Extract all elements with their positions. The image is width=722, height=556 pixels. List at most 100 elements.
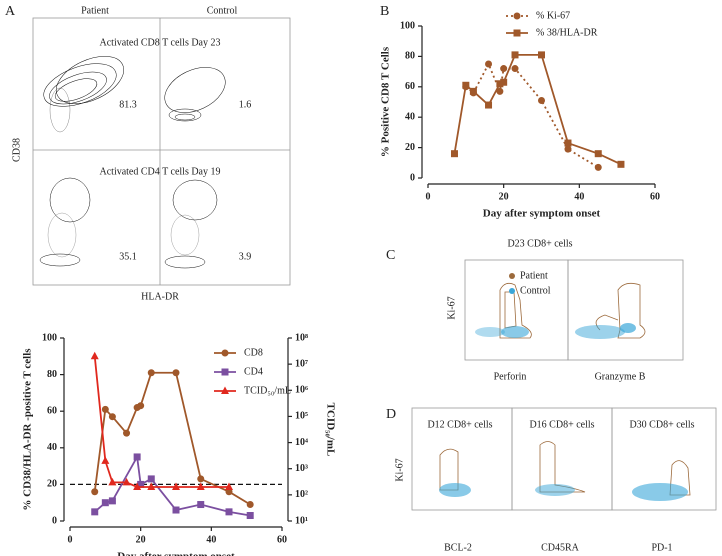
- marker: [172, 482, 180, 490]
- y-tick-label: 100: [400, 20, 415, 31]
- frame: [464, 259, 569, 361]
- marker: [564, 139, 572, 147]
- series-line: [93, 356, 229, 488]
- frame: [567, 259, 684, 361]
- marker: [101, 405, 109, 413]
- column-label: Control: [207, 5, 238, 16]
- marker: [246, 512, 254, 520]
- x-tick-label: 60: [277, 534, 287, 545]
- y-tick-label: 0: [410, 172, 415, 183]
- axis-label: Granzyme B: [595, 371, 646, 382]
- row-title: Activated CD8 T cells Day 23: [100, 37, 221, 48]
- contours: [439, 441, 691, 501]
- marker: [513, 12, 521, 20]
- y-axis-label: % CD38/HLA-DR -positive T cells: [22, 348, 34, 511]
- marker: [137, 402, 145, 410]
- series-line: [94, 454, 251, 517]
- y-tick-label: 60: [405, 81, 415, 92]
- y2-tick-label: 10⁷: [295, 358, 308, 369]
- percent-label: 81.3: [119, 99, 137, 110]
- marker: [108, 413, 116, 421]
- panel-label: A: [5, 4, 16, 19]
- marker: [225, 508, 233, 516]
- y2-tick-label: 10²: [295, 489, 308, 500]
- legend-label: TCID₅₀/mL: [244, 385, 291, 396]
- contours: [39, 56, 226, 269]
- marker: [172, 369, 180, 377]
- contours: [475, 282, 646, 339]
- marker: [496, 87, 504, 95]
- marker: [90, 351, 99, 360]
- axis-label: Ki-67: [446, 296, 457, 319]
- y-tick-label: 40: [47, 442, 57, 453]
- marker: [197, 475, 205, 483]
- legend-label: CD8: [244, 347, 263, 358]
- y-tick-label: 80: [47, 369, 57, 380]
- percent-label: 1.6: [239, 99, 252, 110]
- marker: [108, 497, 116, 505]
- marker: [221, 349, 229, 357]
- panel-title: D16 CD8+ cells: [529, 419, 594, 430]
- panel-title: D23 CD8+ cells: [507, 238, 572, 249]
- marker: [225, 482, 233, 490]
- x-tick-label: 0: [426, 191, 431, 202]
- marker: [147, 482, 156, 490]
- legend-label: % 38/HLA-DR: [536, 27, 598, 38]
- marker: [500, 78, 508, 86]
- marker: [147, 475, 155, 483]
- marker: [450, 150, 458, 158]
- y-tick-label: 20: [405, 142, 415, 153]
- marker: [197, 501, 205, 509]
- frame: [611, 407, 717, 511]
- marker: [617, 160, 625, 168]
- y-tick-label: 80: [405, 51, 415, 62]
- marker: [101, 499, 109, 507]
- marker: [500, 65, 508, 73]
- x-axis-label: Day after symptom onset: [483, 208, 601, 220]
- y-tick-label: 100: [42, 332, 57, 343]
- row-title: Activated CD4 T cells Day 19: [100, 166, 221, 177]
- panel-label: C: [386, 248, 395, 263]
- axis-label: PD-1: [651, 542, 672, 553]
- marker: [122, 477, 131, 486]
- axis-label: CD38: [11, 138, 22, 162]
- y-tick-label: 60: [47, 405, 57, 416]
- axis-label: BCL-2: [444, 542, 472, 553]
- y-axis-label: % Positive CD8 T Cells: [380, 46, 392, 157]
- marker: [221, 368, 229, 376]
- y2-tick-label: 10¹: [295, 515, 308, 526]
- panel-label: B: [380, 4, 389, 19]
- legend-label: Patient: [520, 270, 548, 281]
- marker: [594, 150, 602, 158]
- marker: [101, 456, 110, 464]
- marker: [91, 508, 99, 516]
- x-tick-label: 40: [206, 534, 216, 545]
- marker: [594, 163, 602, 171]
- marker: [511, 51, 519, 59]
- y-tick-label: 20: [47, 479, 57, 490]
- frame: [32, 17, 291, 286]
- x-tick-label: 0: [68, 534, 73, 545]
- marker: [496, 80, 504, 88]
- y2-axis-label: TCID₅₀/mL: [324, 403, 336, 457]
- marker: [221, 386, 229, 394]
- axis-label: Ki-67: [394, 458, 405, 481]
- x-tick-label: 20: [499, 191, 509, 202]
- axis-label: CD45RA: [541, 542, 580, 553]
- marker: [196, 482, 205, 490]
- legend-label: % Ki-67: [536, 10, 570, 21]
- y2-tick-label: 10⁸: [295, 332, 308, 343]
- marker: [133, 453, 141, 461]
- marker: [108, 477, 117, 486]
- marker: [485, 101, 493, 109]
- marker: [172, 506, 180, 514]
- marker: [538, 51, 545, 59]
- marker: [513, 29, 521, 37]
- marker: [137, 480, 145, 488]
- flow-grid: [32, 17, 291, 286]
- percent-label: 3.9: [239, 251, 252, 262]
- marker: [469, 87, 477, 95]
- marker: [511, 65, 519, 73]
- panel-label: D: [386, 407, 396, 422]
